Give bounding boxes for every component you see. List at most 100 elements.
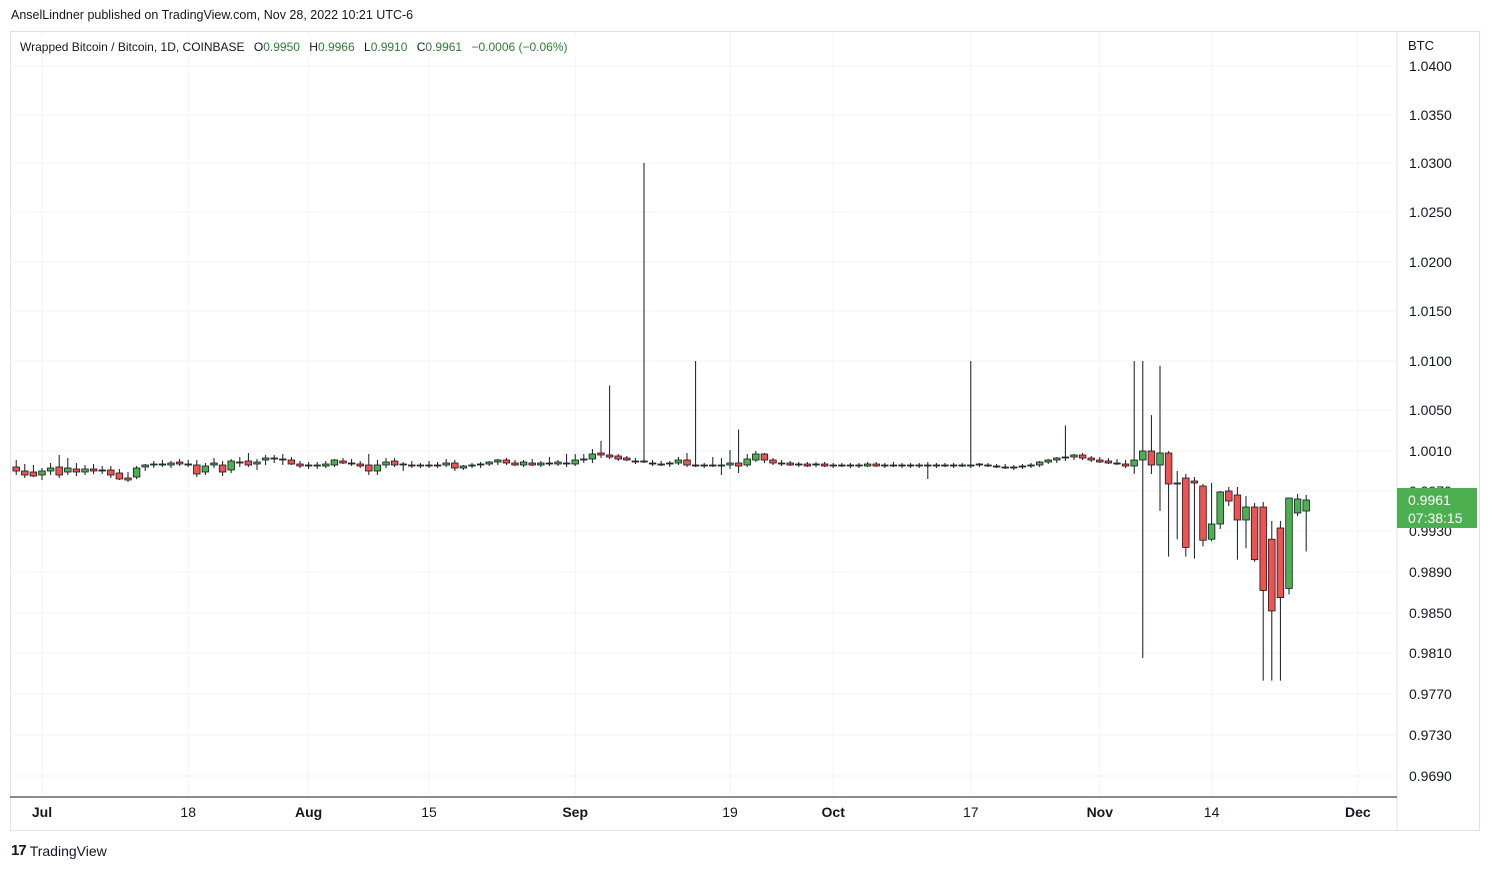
candle-body	[382, 461, 390, 466]
candle	[356, 461, 364, 468]
candle	[416, 463, 425, 468]
time-axis[interactable]: Jul 18 Aug 15 Sep 19 Oct 17 Nov 14 Dec	[10, 796, 1397, 820]
candle-body	[1053, 457, 1061, 461]
candle	[795, 462, 803, 467]
candle	[949, 463, 958, 468]
candle	[726, 449, 734, 469]
candle	[442, 459, 450, 467]
candle-body	[227, 460, 235, 471]
candle	[494, 459, 502, 465]
candle-body	[511, 462, 519, 466]
price-tick-label: 0.9770	[1409, 686, 1452, 702]
candle	[279, 454, 287, 465]
candle	[339, 458, 347, 464]
candle	[915, 463, 923, 468]
candle	[752, 451, 760, 462]
price-tick-label: 1.0350	[1409, 107, 1452, 123]
candle	[648, 460, 657, 466]
candle	[975, 463, 984, 467]
candle	[554, 460, 562, 466]
candle-body	[752, 453, 760, 461]
price-tick-label: 1.0400	[1409, 58, 1452, 74]
candle	[580, 454, 588, 463]
candle	[803, 462, 812, 467]
candle-body	[502, 459, 511, 464]
candle-body	[494, 459, 502, 463]
candle	[459, 465, 468, 470]
candle	[373, 460, 382, 475]
candle-body	[1027, 464, 1035, 467]
candle-body	[167, 462, 175, 466]
candle	[502, 458, 511, 465]
candle	[1293, 494, 1302, 516]
candle	[261, 455, 270, 465]
candle-body	[459, 465, 468, 469]
candle-body	[1078, 454, 1087, 459]
candle-body	[373, 464, 382, 472]
candle-body	[425, 464, 433, 467]
candle-body	[666, 462, 674, 465]
candle	[734, 429, 743, 473]
legend-open-label: O	[254, 40, 263, 54]
candle-body	[1070, 454, 1078, 458]
candle	[296, 461, 304, 468]
candle-body	[631, 460, 640, 463]
candle	[107, 466, 115, 478]
candle	[1285, 497, 1293, 595]
candle	[1216, 491, 1224, 529]
candle	[313, 462, 321, 469]
candle	[674, 457, 683, 465]
candle-body	[193, 464, 201, 475]
candle-body	[1285, 497, 1293, 589]
candle-body	[889, 464, 898, 467]
candle-body	[279, 458, 287, 461]
candle	[1268, 521, 1276, 681]
candle	[21, 464, 29, 478]
candle	[906, 463, 915, 468]
candle	[365, 454, 373, 475]
candle	[1139, 361, 1147, 659]
candle	[150, 461, 158, 468]
candle-body	[855, 464, 863, 467]
candle	[614, 454, 622, 461]
candle-body	[46, 467, 55, 472]
candle-body	[898, 464, 906, 467]
price-tick-label: 0.9890	[1409, 564, 1452, 580]
candle	[958, 463, 966, 467]
candle-body	[803, 463, 812, 467]
price-tick-label: 0.9730	[1409, 727, 1452, 743]
candle	[253, 459, 261, 470]
price-axis-currency: BTC	[1408, 38, 1434, 53]
candle-body	[356, 463, 364, 467]
candle	[1302, 495, 1310, 552]
candle-body	[1156, 452, 1164, 466]
candle	[1087, 456, 1095, 462]
candle	[812, 462, 820, 467]
candle	[863, 462, 872, 467]
candle	[967, 361, 975, 468]
candle-body	[184, 463, 192, 466]
candle	[571, 454, 579, 466]
legend-symbol: Wrapped Bitcoin / Bitcoin, 1D, COINBASE	[20, 40, 245, 54]
candle	[597, 440, 605, 458]
candle	[1113, 459, 1121, 465]
time-tick-label: 15	[421, 804, 437, 820]
candle-body	[743, 458, 751, 466]
candle-body	[528, 462, 536, 466]
candle-body	[760, 453, 769, 461]
candle	[932, 463, 941, 468]
candle-body	[98, 469, 106, 472]
candle-body	[795, 463, 803, 466]
candle-body	[1233, 494, 1242, 521]
candle-body	[975, 463, 984, 466]
candle	[167, 461, 175, 468]
candle	[158, 460, 167, 467]
candle-body	[201, 465, 210, 473]
candle	[1070, 454, 1078, 460]
legend-close-label: C	[417, 40, 426, 54]
candle	[992, 464, 1001, 468]
candle-body	[769, 459, 777, 464]
candle	[537, 461, 545, 467]
price-axis[interactable]: BTC 1.0400 1.0350 1.0300 1.0250 1.0200 1.0150…	[1396, 31, 1452, 830]
